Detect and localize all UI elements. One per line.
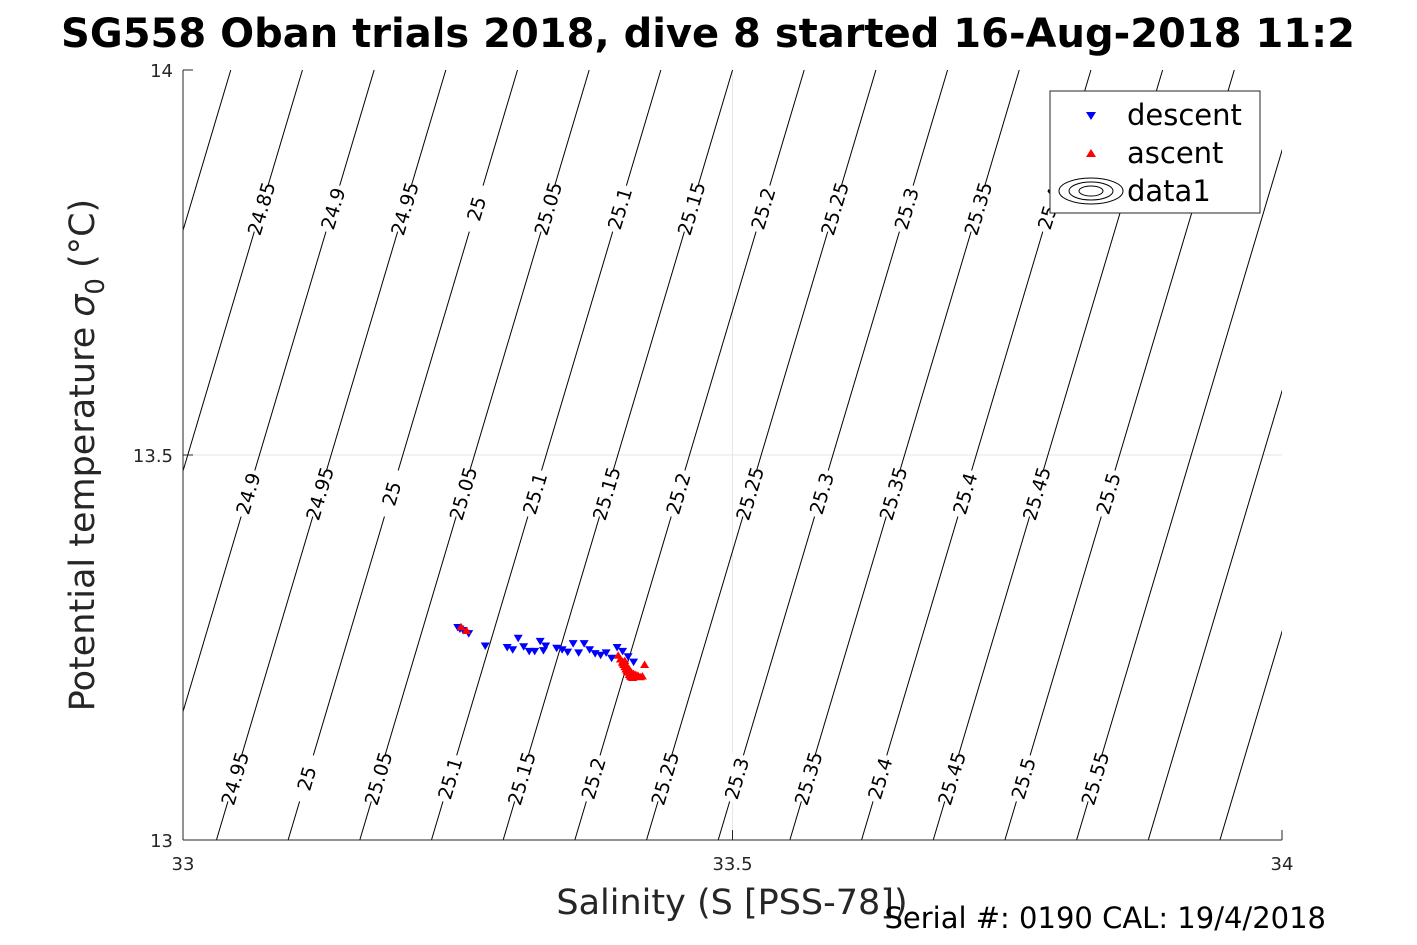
contour-label-bg [432,752,468,805]
serial-cal-footer: Serial #: 0190 CAL: 19/4/2018 [884,901,1326,935]
x-tick-label: 33 [172,854,195,875]
descent-point [519,643,529,651]
contour-label-bg [673,182,709,235]
contour-label-bg [243,182,279,235]
contour-label-bg [960,182,996,235]
y-tick-label: 14 [150,61,173,82]
descent-point [480,642,490,650]
legend-descent-label: descent [1127,98,1242,132]
descent-point [541,642,551,650]
ascent-point [462,626,472,635]
x-axis-label: Salinity (S [PSS-78]) [556,883,907,923]
y-axis-label-symbol: σ [63,293,103,317]
ascent-point [637,671,647,680]
ascent-point [456,622,466,631]
contour-label-bg [745,182,781,235]
x-tick-label: 34 [1271,854,1294,875]
descent-point [563,648,573,657]
contour-label-bg [302,467,338,520]
isopycnal-line [1147,389,1282,840]
contour-label-bg [1090,467,1126,520]
descent-point [596,651,606,660]
y-tick-label: 13.5 [133,446,173,467]
contour-label-bg [647,752,683,805]
contour-label-bg [373,467,409,520]
isopycnal-line [1076,148,1282,840]
descent-point [530,647,540,656]
ascent-point [640,660,650,668]
contour-label-bg [1077,752,1113,805]
contour-label-bg [458,182,494,235]
isopycnal-line [0,70,16,840]
y-axis-label-unit: (°C) [63,199,103,268]
contour-label-bg [660,467,696,520]
contour-label-bg [790,752,826,805]
contour-label-bg [862,752,898,805]
y-axis-label: Potential temperature σ0 (°C) [63,199,111,711]
descent-point [535,637,545,646]
y-axis-label-group: Potential temperature σ0 (°C) [63,199,111,711]
descent-point [612,644,622,652]
contour-label-bg [888,182,924,235]
descent-point [618,647,628,656]
descent-point [513,634,523,643]
chart-title: SG558 Oban trials 2018, dive 8 started 1… [61,11,1355,57]
contour-label-bg [817,182,852,235]
contour-label-bg [445,467,481,520]
contour-label-bg [575,752,611,805]
y-tick-label: 13 [150,831,173,852]
axis-ticks: 33 33.5 34 13 13.5 14 [133,61,1294,875]
legend-descent-marker [1086,112,1096,120]
grid [183,70,1282,840]
y-axis-label-text: Potential temperature [63,327,103,711]
descent-point [557,646,567,654]
legend: descent ascent data1 [1049,90,1261,214]
contour-label-bg [289,752,324,805]
contour-label-bg [934,752,969,805]
y-axis-label-subscript: 0 [81,278,111,295]
contour-label-bg [602,182,637,235]
descent-point [601,649,611,657]
contour-label-bg [875,467,911,520]
isopycnal-line [183,70,232,233]
contour-label-bg [230,467,266,520]
legend-ascent-marker [1086,149,1096,157]
contour-label-bg [217,752,253,805]
contour-label-bg [504,752,539,805]
contour-label-bg [804,467,839,520]
contour-label-bg [315,182,351,235]
legend-ascent-label: ascent [1127,136,1223,170]
legend-data1-label: data1 [1127,174,1211,208]
descent-point [579,640,589,648]
contour-label-bg [588,467,624,520]
contour-label-bg [517,467,553,520]
contour-label-bg [1019,467,1054,520]
descent-point [502,644,512,652]
contour-label-bg [719,752,754,805]
contour-label-bg [387,182,422,235]
contour-label-bg [360,752,396,805]
legend-box [1049,90,1261,214]
x-tick-label: 33.5 [712,854,752,875]
descent-point [574,649,584,657]
descent-point [623,653,633,661]
series-ascent [456,622,650,682]
descent-point [508,646,518,654]
contour-label-bg [947,467,983,520]
contour-label-bg [1005,752,1041,805]
descent-point [607,654,617,663]
contour-label-bg [530,182,566,235]
descent-point [568,640,578,648]
contour-label-bg [732,467,768,520]
descent-point [585,646,595,654]
legend-data1-contour-icon [1058,177,1124,205]
isopycnal-line [1219,629,1282,840]
descent-point [629,658,639,667]
